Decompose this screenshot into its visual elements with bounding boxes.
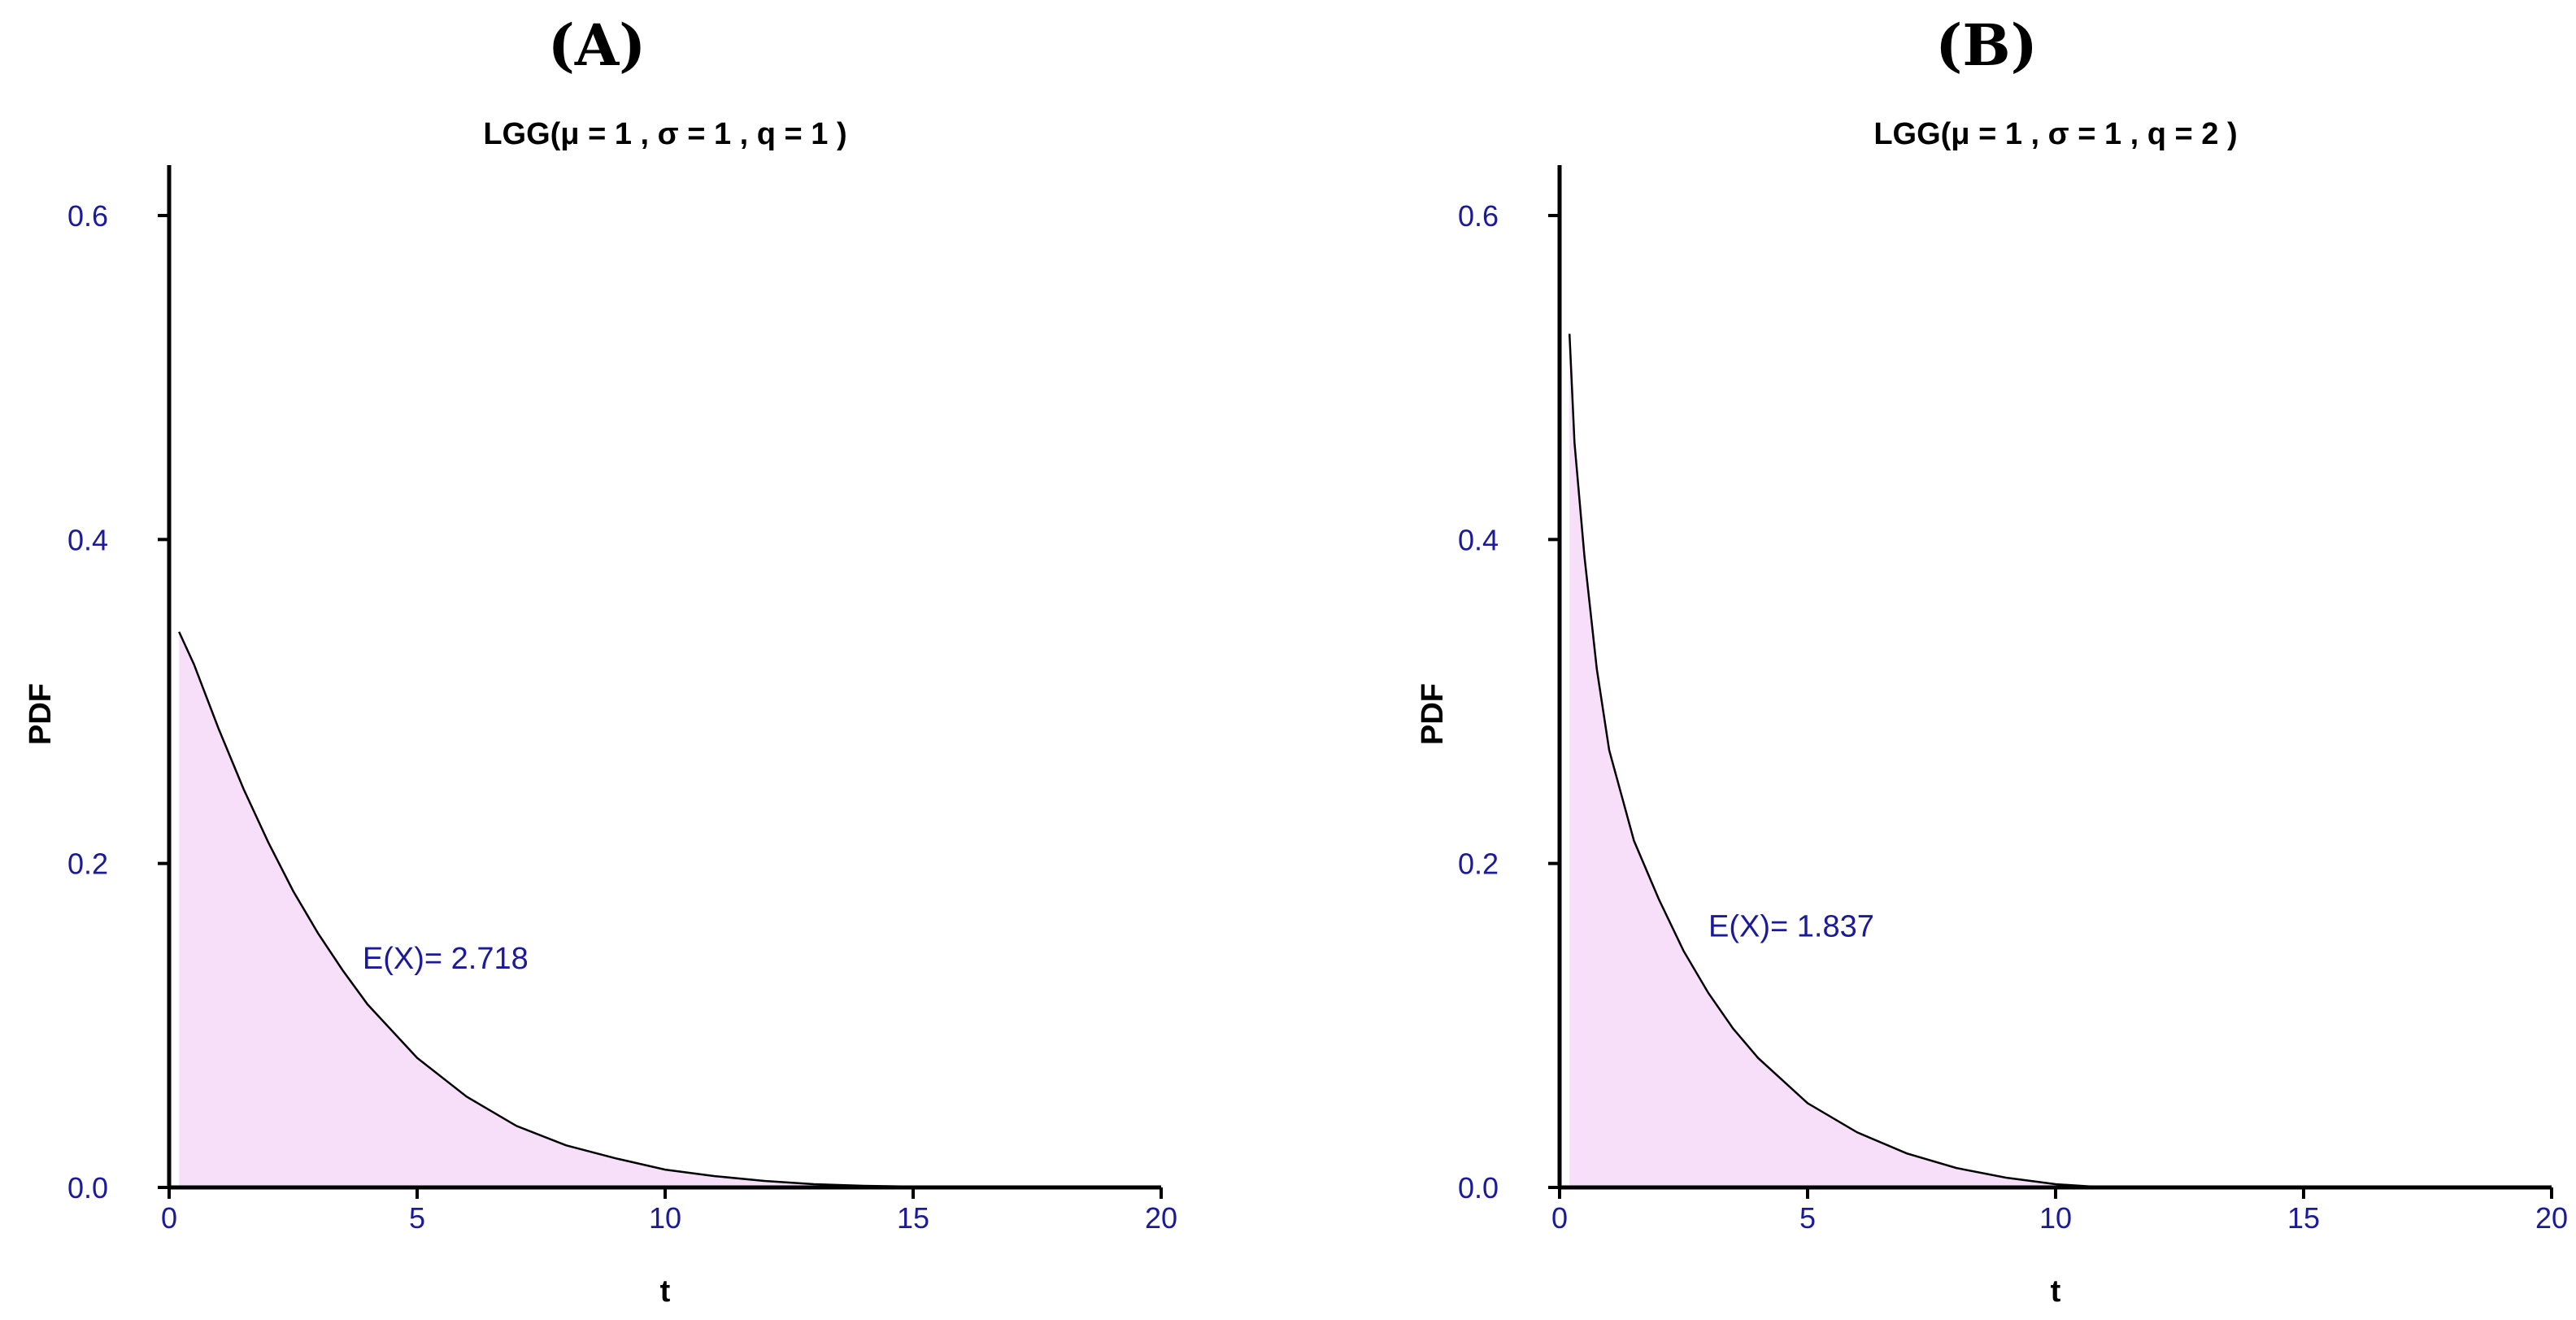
x-axis-title: t xyxy=(660,1274,671,1309)
y-tick-label: 0.2 xyxy=(67,847,108,881)
panel-label: (A) xyxy=(548,11,646,79)
plot-title: LGG(μ = 1 , σ = 1 , q = 1 ) xyxy=(483,117,846,151)
x-tick-label: 10 xyxy=(2039,1201,2072,1235)
y-tick-label: 0.6 xyxy=(1458,199,1499,233)
x-tick-label: 5 xyxy=(1799,1201,1816,1235)
x-tick-label: 5 xyxy=(409,1201,425,1235)
pdf-curve xyxy=(1568,333,2552,1189)
y-axis-title: PDF xyxy=(1416,683,1450,745)
x-tick-label: 10 xyxy=(649,1201,681,1235)
x-tick-label: 20 xyxy=(2535,1201,2568,1235)
x-tick-label: 20 xyxy=(1145,1201,1177,1235)
expected-value-annotation: E(X)= 2.718 xyxy=(363,942,529,976)
pdf-area xyxy=(1569,333,2552,1187)
x-tick-label: 0 xyxy=(161,1201,177,1235)
panel-a: (A) LGG(μ = 1 , σ = 1 , q = 1 ) 0 5 10 15 20 0.… xyxy=(24,11,1177,1309)
pdf-curve xyxy=(178,631,1161,1189)
plot-title: LGG(μ = 1 , σ = 1 , q = 2 ) xyxy=(1873,117,2237,151)
pdf-area xyxy=(179,631,1162,1187)
y-axis-title: PDF xyxy=(24,683,58,745)
y-tick-label: 0.4 xyxy=(67,523,108,556)
y-tick-label: 0.4 xyxy=(1458,523,1499,556)
y-tick-label: 0.0 xyxy=(67,1171,108,1205)
panel-label: (B) xyxy=(1935,11,2037,79)
x-tick-label: 0 xyxy=(1551,1201,1568,1235)
x-axis-title: t xyxy=(2051,1274,2061,1309)
y-tick-label: 0.6 xyxy=(67,199,108,233)
y-tick-label: 0.2 xyxy=(1458,847,1499,881)
expected-value-annotation: E(X)= 1.837 xyxy=(1708,909,1874,943)
y-tick-label: 0.0 xyxy=(1458,1171,1499,1205)
x-tick-label: 15 xyxy=(897,1201,929,1235)
x-tick-label: 15 xyxy=(2287,1201,2320,1235)
panel-b: (B) LGG(μ = 1 , σ = 1 , q = 2 ) 0 5 10 15 20 0.… xyxy=(1416,11,2568,1309)
